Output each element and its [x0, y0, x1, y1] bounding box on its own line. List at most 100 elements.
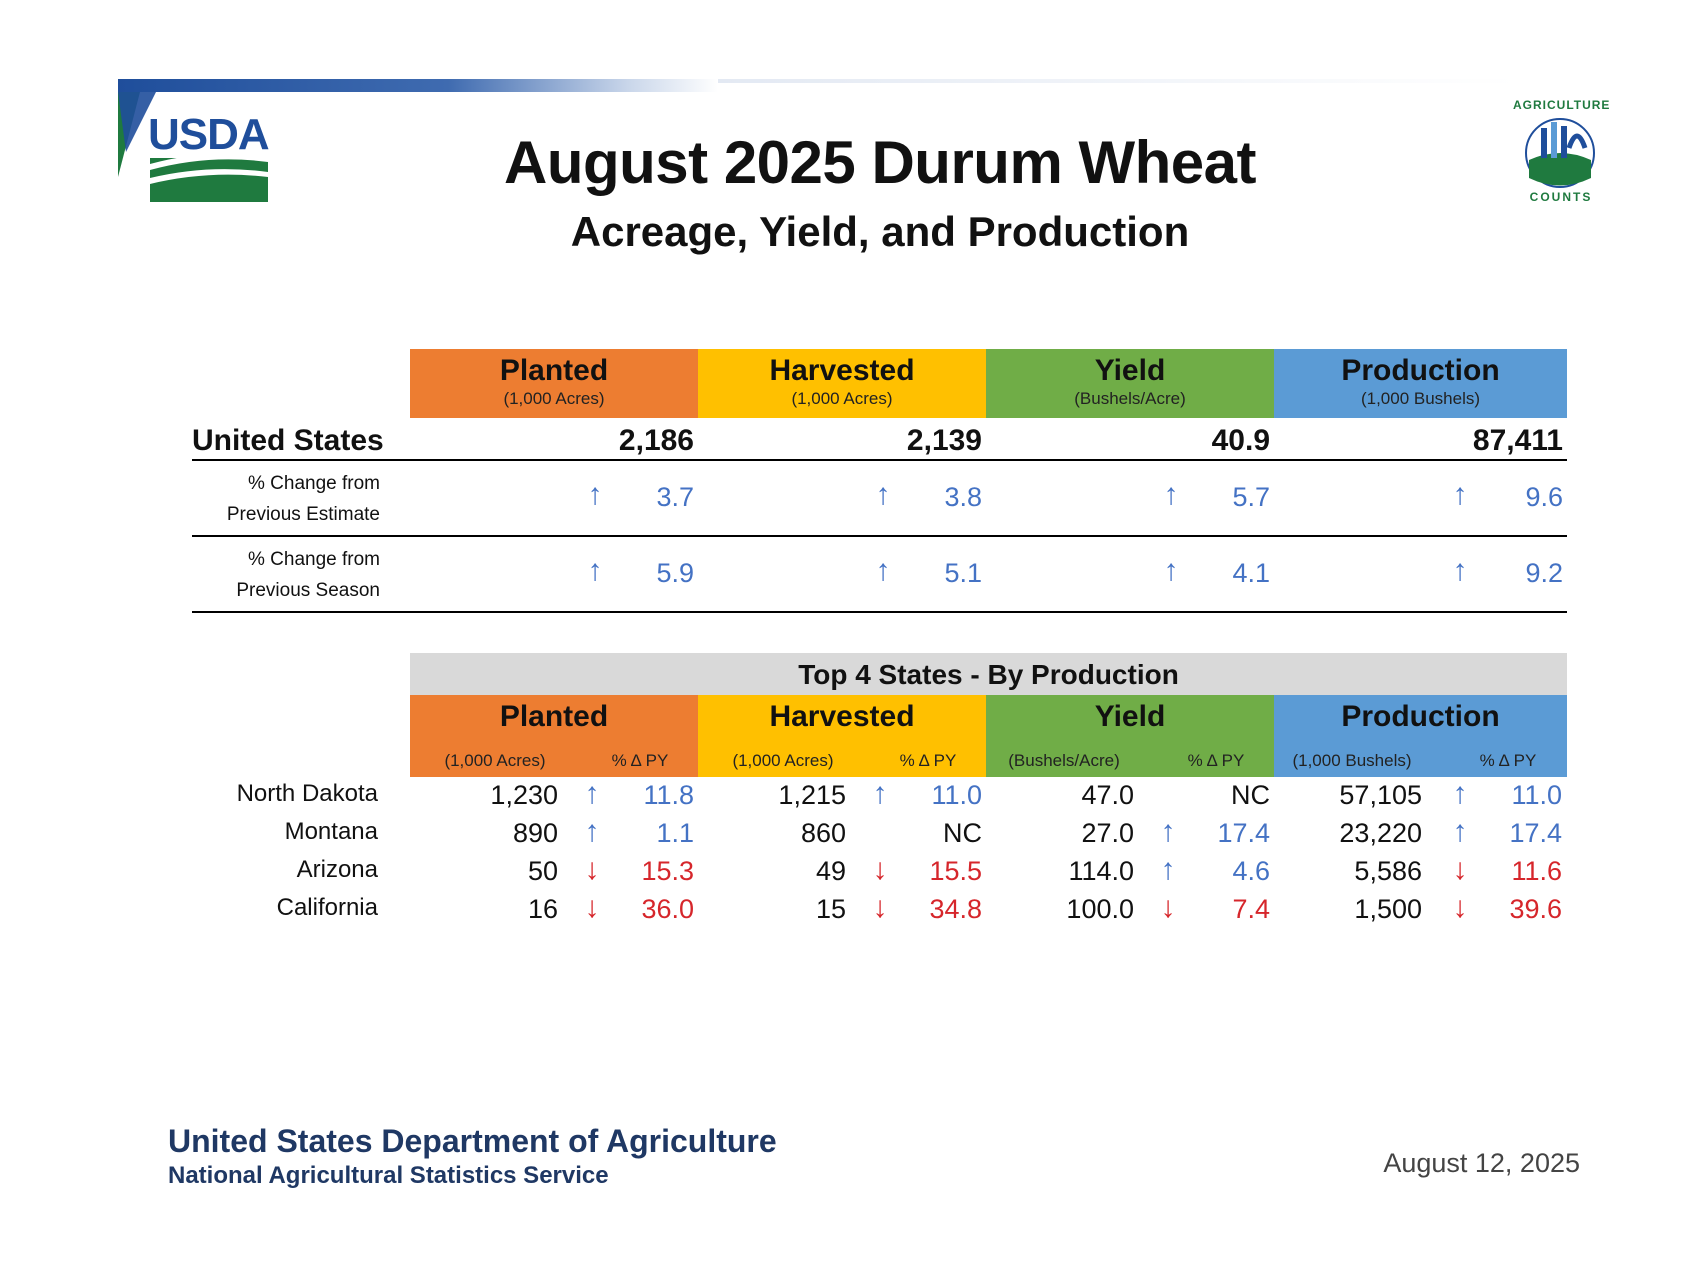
- state-planted-value: 16: [527, 894, 558, 924]
- arrow-down-icon: ↓: [1160, 891, 1176, 924]
- states-header-production-pct: % Δ PY: [1479, 751, 1537, 770]
- estimate-harvested-arrow-up-icon: ↑: [875, 478, 891, 511]
- states-header-planted-unit: (1,000 Acres): [444, 751, 546, 770]
- state-production-value: 23,220: [1339, 818, 1422, 848]
- states-header-production-title: Production: [1341, 700, 1500, 733]
- footer-date: August 12, 2025: [1383, 1148, 1580, 1178]
- us-header-planted: Planted (1,000 Acres): [410, 349, 698, 418]
- us-header-harvested: Harvested (1,000 Acres): [698, 349, 986, 418]
- state-yield-pct-change: 7.4: [1232, 894, 1270, 924]
- season-harvested-arrow-up-icon: ↑: [875, 554, 891, 587]
- states-header-planted-title: Planted: [499, 700, 609, 733]
- states-header-yield-unit: (Bushels/Acre): [1008, 751, 1120, 770]
- arrow-down-icon: ↓: [872, 853, 888, 886]
- states-header-planted-pct: % Δ PY: [611, 751, 669, 770]
- state-production-pct-change: 17.4: [1509, 818, 1562, 848]
- us-divider-2: [192, 535, 1567, 537]
- state-harvested-pct-change: 34.8: [929, 894, 982, 924]
- season-production-pct: 9.2: [1525, 558, 1563, 588]
- states-header-yield: Yield (Bushels/Acre) % Δ PY: [986, 695, 1274, 777]
- footer-agency-line2: National Agricultural Statistics Service: [168, 1162, 609, 1189]
- state-yield-value: 114.0: [1068, 856, 1134, 886]
- arrow-up-icon: ↑: [1160, 815, 1176, 848]
- state-harvested-pct-change: 11.0: [931, 780, 982, 810]
- change-estimate-label: % Change from Previous Estimate: [192, 468, 380, 530]
- states-banner: Top 4 States - By Production: [410, 653, 1567, 695]
- state-planted-pct-change: 36.0: [641, 894, 694, 924]
- state-production-pct-change: 39.6: [1509, 894, 1562, 924]
- state-harvested-pct-change: 15.5: [929, 856, 982, 886]
- estimate-planted-pct: 3.7: [656, 482, 694, 512]
- page-title: August 2025 Durum Wheat: [504, 129, 1256, 196]
- state-name: North Dakota: [236, 780, 378, 807]
- arrow-down-icon: ↓: [1452, 891, 1468, 924]
- state-harvested-pct-change: NC: [943, 818, 982, 848]
- states-header-yield-title: Yield: [1094, 700, 1166, 733]
- state-yield-pct-change: 4.6: [1232, 856, 1270, 886]
- season-harvested-pct: 5.1: [944, 558, 982, 588]
- state-name: California: [276, 894, 378, 921]
- us-header-yield: Yield (Bushels/Acre): [986, 349, 1274, 418]
- us-header-production: Production (1,000 Bushels): [1274, 349, 1567, 418]
- us-value-planted: 2,186: [618, 424, 694, 457]
- states-header-harvested-title: Harvested: [769, 700, 915, 733]
- us-value-harvested: 2,139: [906, 424, 982, 457]
- state-planted-pct-change: 1.1: [656, 818, 694, 848]
- states-header-production: Production (1,000 Bushels) % Δ PY: [1274, 695, 1567, 777]
- us-header-planted-title: Planted: [499, 354, 609, 387]
- season-planted-pct: 5.9: [656, 558, 694, 588]
- state-planted-value: 1,230: [490, 780, 558, 810]
- state-harvested-value: 49: [815, 856, 846, 886]
- state-production-value: 57,105: [1339, 780, 1422, 810]
- us-header-production-unit: (1,000 Bushels): [1360, 389, 1481, 408]
- arrow-up-icon: ↑: [1160, 853, 1176, 886]
- us-divider-3: [192, 611, 1567, 613]
- arrow-down-icon: ↓: [584, 891, 600, 924]
- us-header-harvested-unit: (1,000 Acres): [791, 389, 893, 408]
- page-subtitle: Acreage, Yield, and Production: [570, 208, 1190, 255]
- states-header-production-unit: (1,000 Bushels): [1292, 751, 1412, 770]
- header-band-fade: [718, 79, 1518, 83]
- estimate-production-arrow-up-icon: ↑: [1452, 478, 1468, 511]
- us-header-planted-unit: (1,000 Acres): [503, 389, 605, 408]
- us-value-yield: 40.9: [1211, 424, 1270, 457]
- state-planted-value: 890: [512, 818, 558, 848]
- state-yield-value: 100.0: [1066, 894, 1134, 924]
- us-divider-1: [192, 459, 1567, 461]
- usda-logo-text: USDA: [148, 110, 270, 159]
- state-yield-pct-change: NC: [1231, 780, 1270, 810]
- us-header-production-title: Production: [1341, 354, 1500, 387]
- states-header-harvested-unit: (1,000 Acres): [732, 751, 834, 770]
- state-yield-value: 27.0: [1081, 818, 1134, 848]
- estimate-yield-arrow-up-icon: ↑: [1163, 478, 1179, 511]
- season-yield-pct: 4.1: [1232, 558, 1270, 588]
- season-production-arrow-up-icon: ↑: [1452, 554, 1468, 587]
- state-planted-pct-change: 11.8: [643, 780, 694, 810]
- usda-logo-graphic: [118, 92, 268, 202]
- us-value-production: 87,411: [1472, 424, 1563, 457]
- change-estimate-label-line2: Previous Estimate: [226, 504, 380, 525]
- us-header-yield-title: Yield: [1094, 354, 1166, 387]
- seal-text-bottom: COUNTS: [1529, 190, 1593, 204]
- usda-logo: USDA: [118, 92, 270, 202]
- season-yield-arrow-up-icon: ↑: [1163, 554, 1179, 587]
- state-harvested-value: 15: [815, 894, 846, 924]
- state-production-pct-change: 11.0: [1511, 780, 1562, 810]
- states-header-harvested-pct: % Δ PY: [899, 751, 957, 770]
- states-header-yield-pct: % Δ PY: [1187, 751, 1245, 770]
- seal-text-top: AGRICULTURE: [1513, 98, 1611, 112]
- arrow-down-icon: ↓: [872, 891, 888, 924]
- state-harvested-value: 860: [800, 818, 846, 848]
- state-production-pct-change: 11.6: [1511, 856, 1562, 886]
- arrow-up-icon: ↑: [584, 815, 600, 848]
- state-production-value: 1,500: [1354, 894, 1422, 924]
- us-header-yield-unit: (Bushels/Acre): [1074, 389, 1186, 408]
- state-yield-pct-change: 17.4: [1217, 818, 1270, 848]
- state-yield-value: 47.0: [1081, 780, 1134, 810]
- estimate-yield-pct: 5.7: [1232, 482, 1270, 512]
- state-planted-value: 50: [527, 856, 558, 886]
- estimate-production-pct: 9.6: [1525, 482, 1563, 512]
- arrow-down-icon: ↓: [1452, 853, 1468, 886]
- season-planted-arrow-up-icon: ↑: [587, 554, 603, 587]
- estimate-planted-arrow-up-icon: ↑: [587, 478, 603, 511]
